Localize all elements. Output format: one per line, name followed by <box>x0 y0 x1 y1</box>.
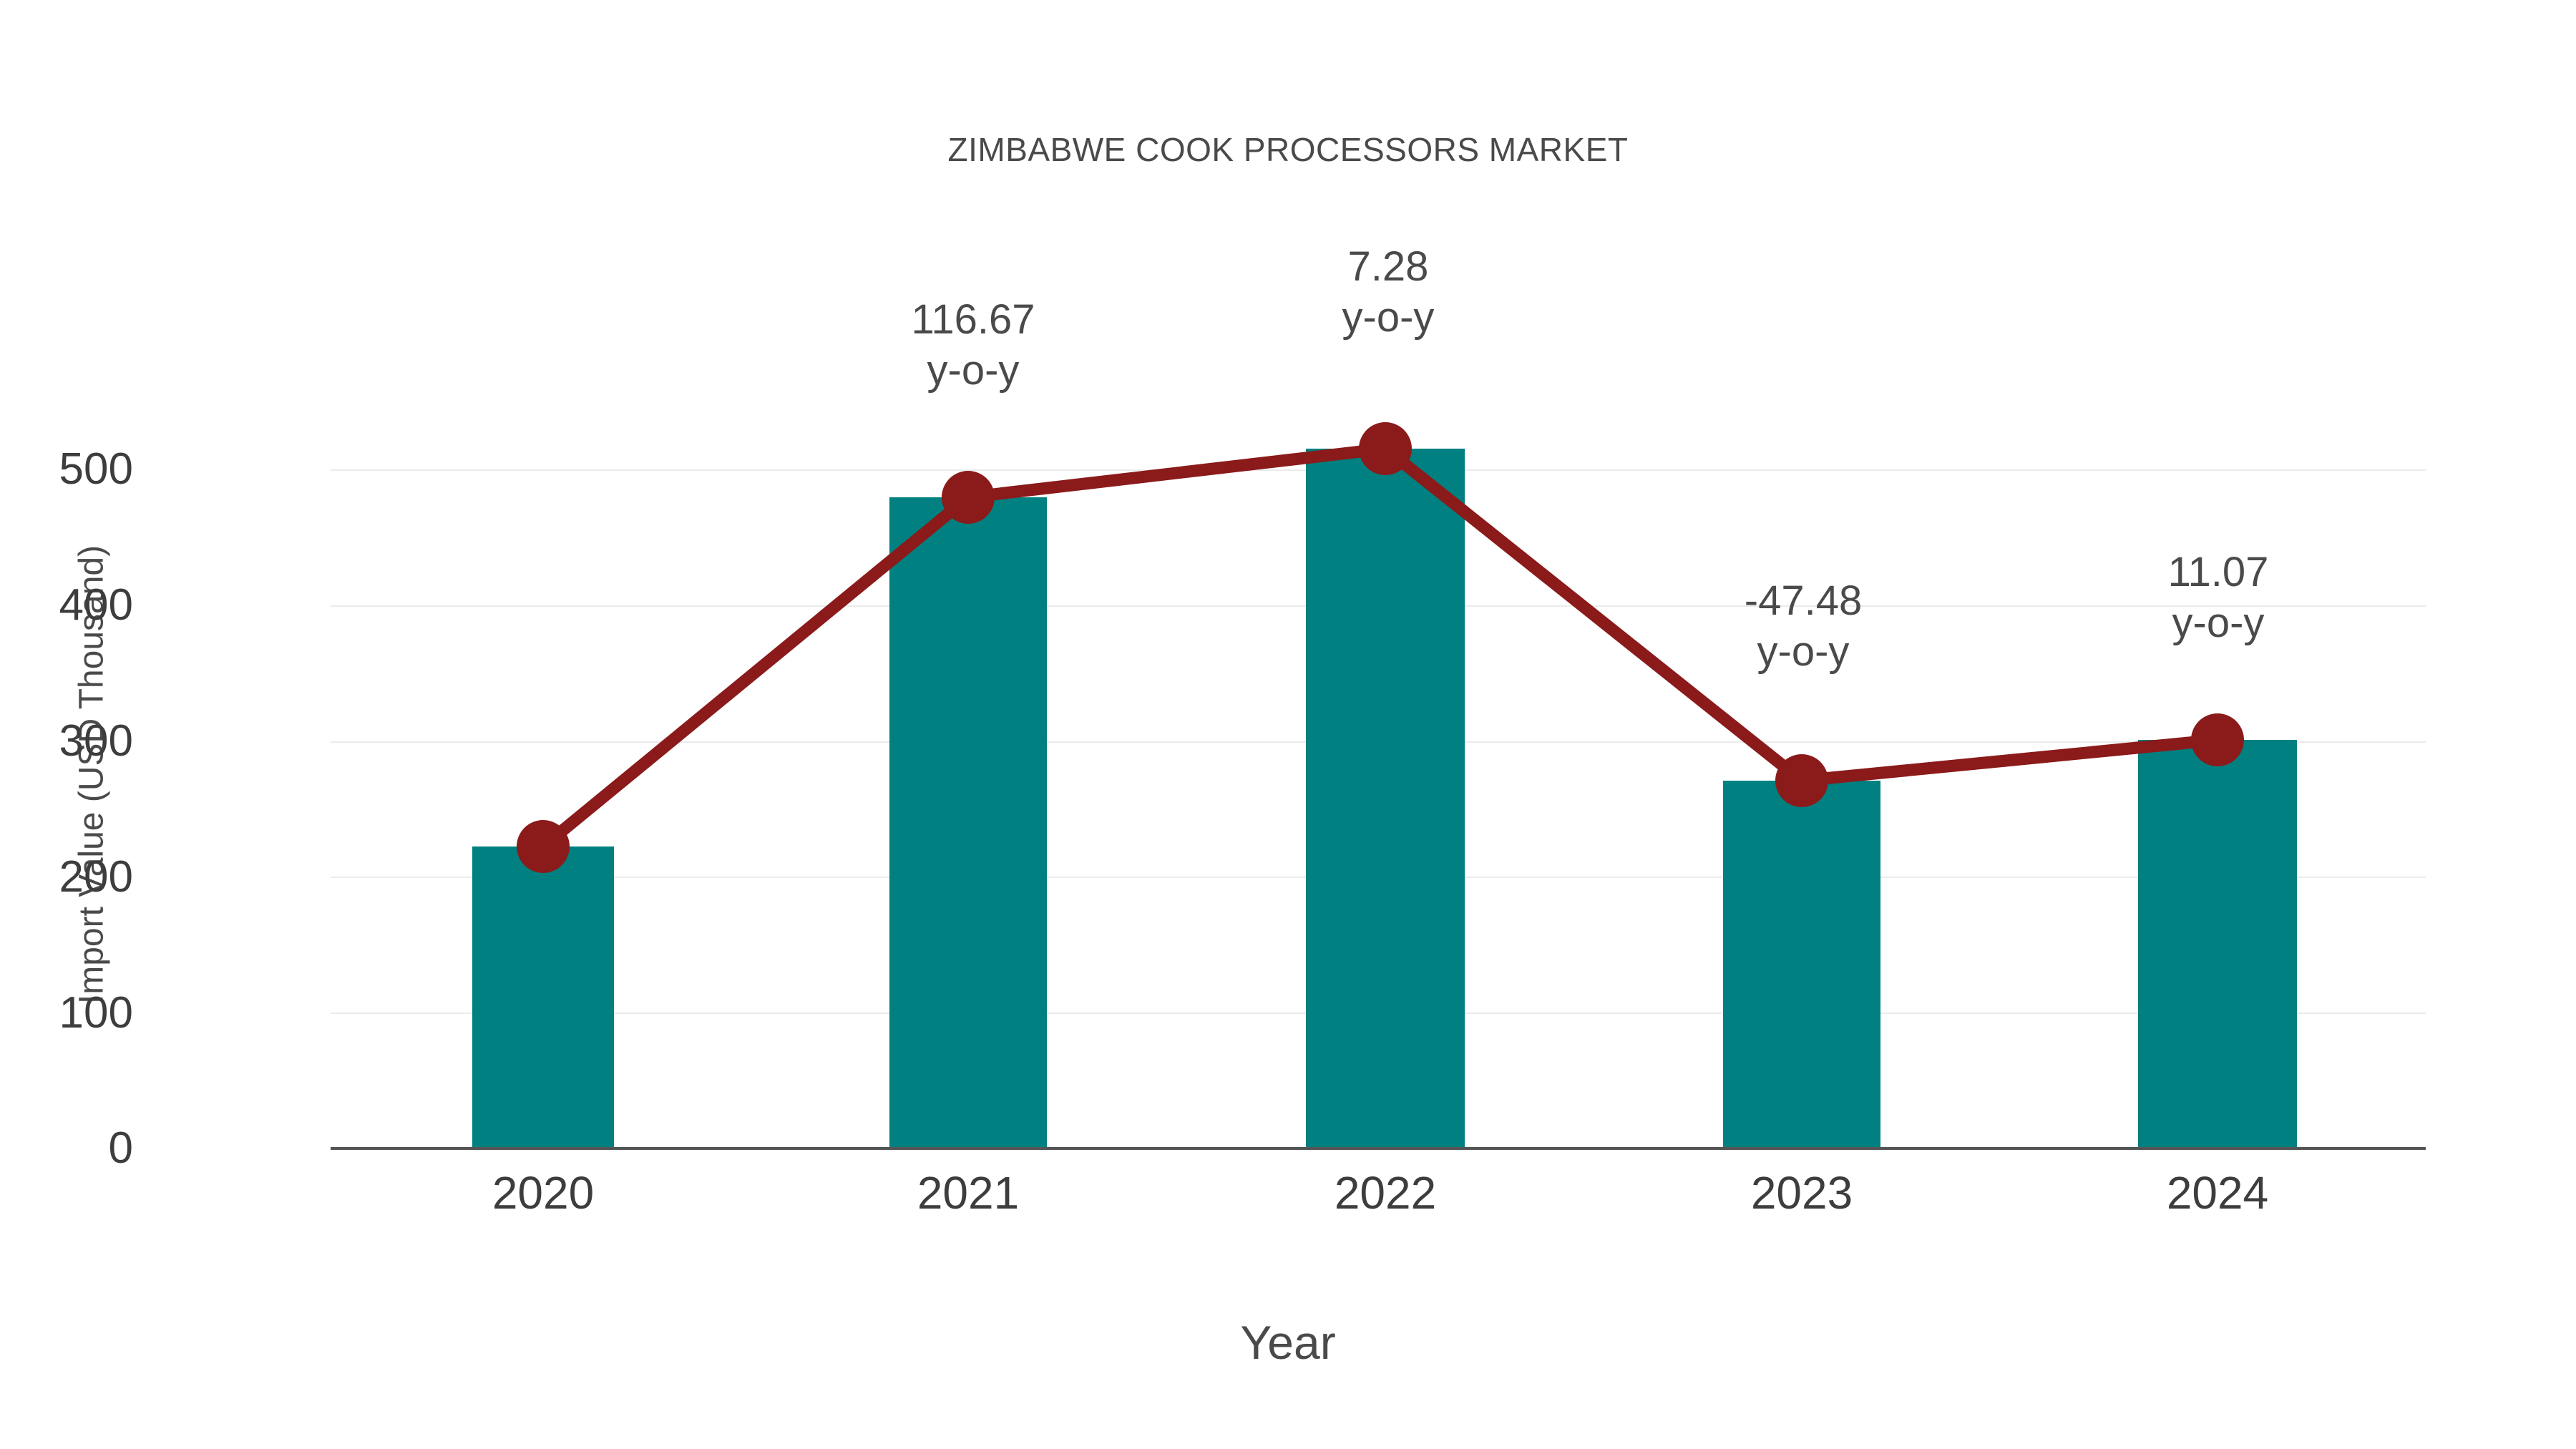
yoy-label-2023-suffix: y-o-y <box>1757 628 1850 675</box>
bar-2022[interactable] <box>1306 449 1465 1148</box>
x-tick-label-2020: 2020 <box>492 1167 595 1219</box>
x-tick-label-2023: 2023 <box>1750 1167 1853 1219</box>
y-tick-label-100: 100 <box>59 988 133 1038</box>
y-tick-label-400: 400 <box>59 580 133 630</box>
yoy-label-2023-value: -47.48 <box>1744 577 1863 624</box>
bar-2024[interactable] <box>2138 740 2297 1148</box>
yoy-label-2024: 11.07 y-o-y <box>2061 547 2376 649</box>
y-tick-label-500: 500 <box>59 444 133 494</box>
bar-2021[interactable] <box>889 497 1047 1148</box>
x-tick-label-2024: 2024 <box>2166 1167 2269 1219</box>
x-tick-label-2021: 2021 <box>917 1167 1020 1219</box>
bar-2020[interactable] <box>472 847 614 1148</box>
yoy-label-2024-value: 11.07 <box>2167 549 2269 595</box>
yoy-label-2021-suffix: y-o-y <box>927 346 1020 394</box>
yoy-label-2023: -47.48 y-o-y <box>1646 576 1961 678</box>
yoy-label-2021: 116.67 y-o-y <box>816 295 1131 396</box>
y-tick-label-0: 0 <box>108 1123 133 1173</box>
y-tick-label-300: 300 <box>59 716 133 766</box>
plot-area <box>331 401 2426 1150</box>
y-tick-label-200: 200 <box>59 852 133 902</box>
yoy-label-2022: 7.28 y-o-y <box>1231 242 1546 343</box>
bar-2023[interactable] <box>1723 781 1880 1148</box>
yoy-label-2022-suffix: y-o-y <box>1342 293 1435 341</box>
yoy-label-2022-value: 7.28 <box>1347 243 1429 290</box>
x-tick-label-2022: 2022 <box>1334 1167 1437 1219</box>
yoy-label-2021-value: 116.67 <box>911 296 1035 343</box>
chart-title: ZIMBABWE COOK PROCESSORS MARKET <box>947 131 1629 168</box>
x-axis-title: Year <box>1240 1316 1336 1369</box>
yoy-label-2024-suffix: y-o-y <box>2172 599 2265 646</box>
x-axis-line <box>331 1147 2426 1150</box>
